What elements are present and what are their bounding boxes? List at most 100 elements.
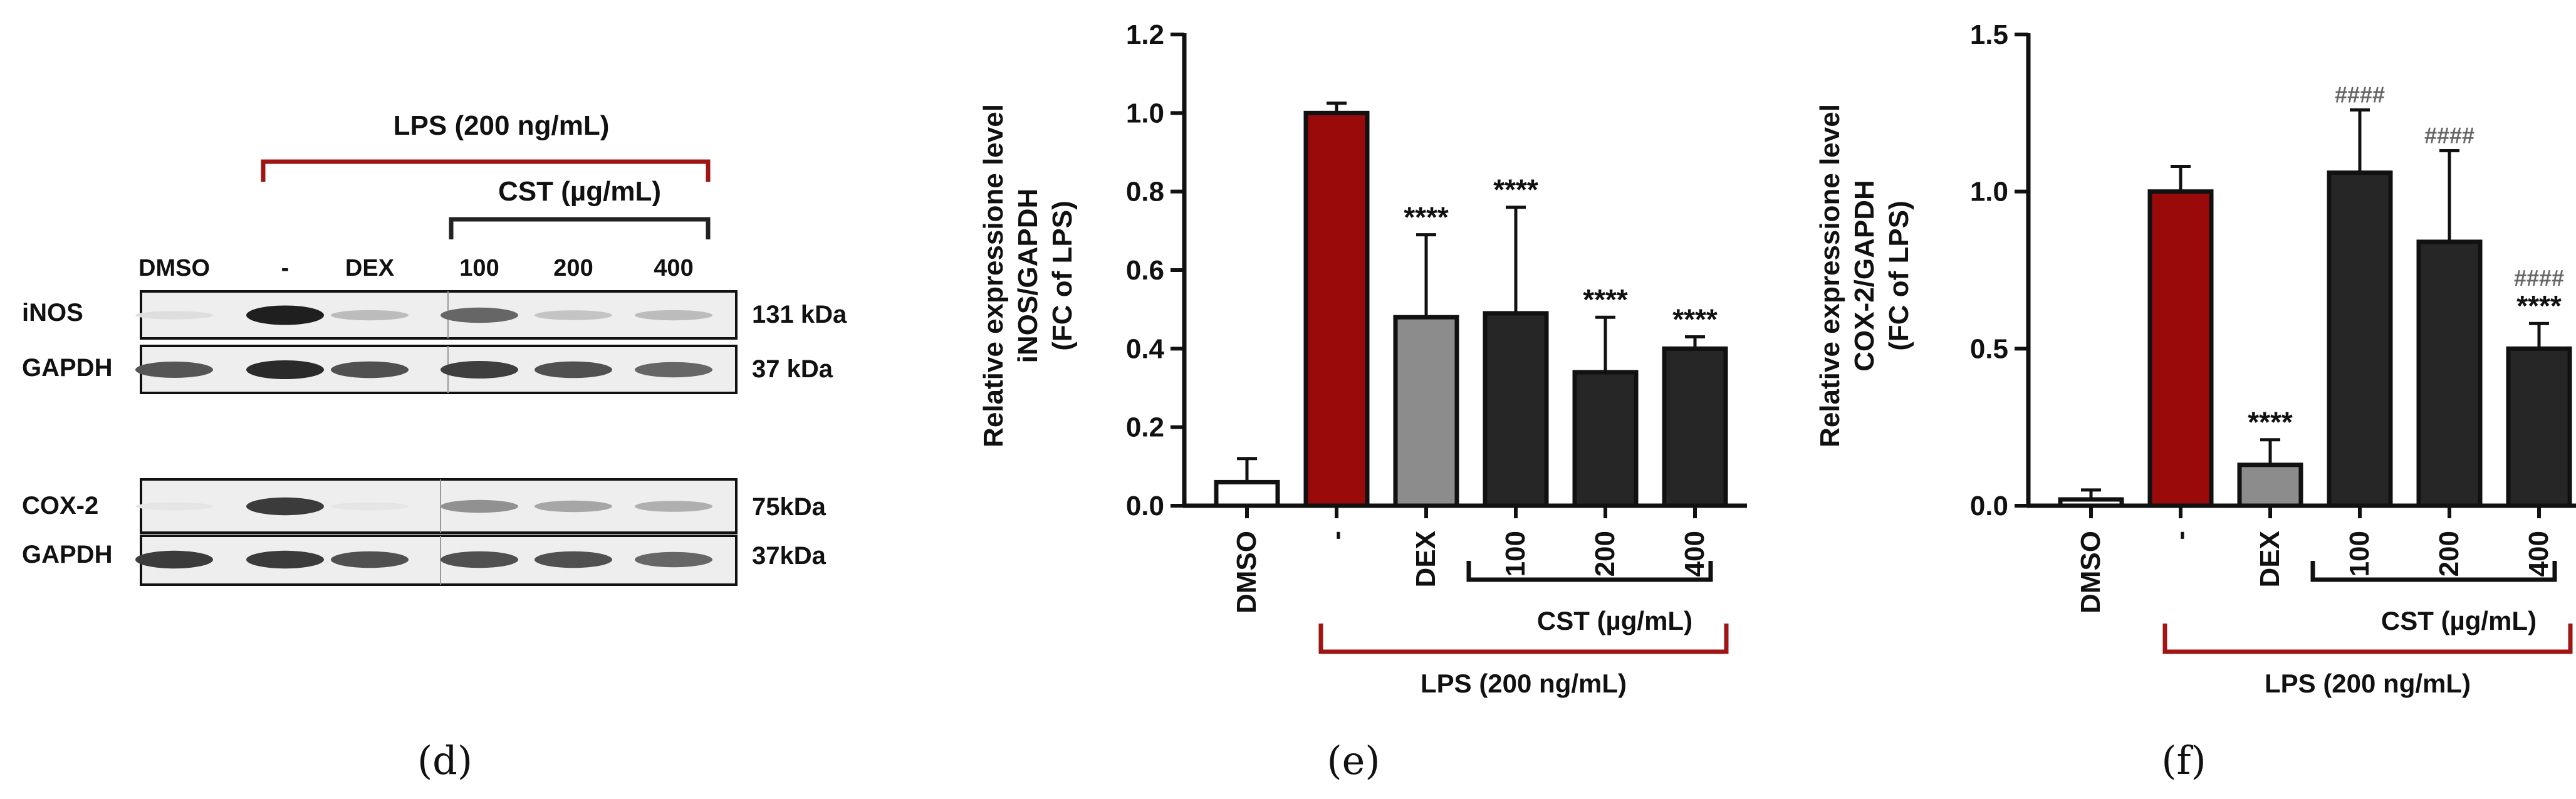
western-blot-panel: LPS (200 ng/mL) CST (µg/mL) DMSO - DEX 1… [22, 110, 847, 783]
y-tick-label: 0.4 [1126, 333, 1165, 364]
bar [2147, 189, 2214, 508]
blot-protein-label: GAPDH [22, 354, 112, 382]
y-tick-label: 0.0 [1970, 491, 2008, 521]
blot-band [441, 551, 518, 568]
lane-label: DEX [345, 255, 395, 281]
blot-band [135, 311, 213, 320]
blot-protein-label: COX-2 [22, 492, 98, 520]
blot-protein-label: iNOS [22, 299, 83, 326]
bar [1393, 315, 1459, 508]
blot-band [441, 499, 518, 513]
bar [1662, 346, 1728, 508]
lps-bracket [2162, 624, 2573, 654]
lps-label: LPS (200 ng/mL) [2265, 669, 2471, 698]
significance-mark: **** [1404, 201, 1449, 234]
blot-rows: iNOS 131 kDa GAPDH 37 kDa COX-2 75kDa GA… [22, 290, 847, 586]
blot-lps-bracket [261, 159, 711, 182]
blot-band [246, 305, 324, 325]
x-tick-label: DMSO [1231, 531, 1262, 614]
y-axis-label: Relative expressione level [1815, 104, 1845, 447]
blot-band [635, 551, 712, 568]
y-axis-label: Relative expressione level [978, 104, 1009, 447]
significance-mark: **** [2248, 406, 2293, 439]
blot-band [331, 551, 409, 568]
bar [1572, 370, 1639, 508]
lane-label: DMSO [138, 255, 210, 281]
y-tick-label: 1.0 [1126, 98, 1164, 128]
blot-band [331, 310, 409, 321]
blot-band [331, 502, 409, 511]
blot-size-label: 37kDa [752, 542, 827, 570]
x-tick-label: 100 [1500, 531, 1531, 577]
blot-band [246, 550, 324, 569]
blot-band [441, 307, 518, 323]
lane-label: 200 [553, 255, 593, 281]
blot-cst-bracket [449, 217, 711, 239]
blot-band [246, 360, 324, 379]
y-axis-label: COX-2/GAPDH [1849, 180, 1880, 372]
lps-bracket [1318, 624, 1729, 654]
x-tick-label: 400 [1679, 531, 1710, 577]
cst-bracket [1466, 561, 1713, 582]
significance-mark: **** [1493, 174, 1538, 206]
blot-lps-label: LPS (200 ng/mL) [394, 110, 610, 141]
y-tick-label: 0.2 [1126, 412, 1164, 443]
bar [2237, 462, 2303, 508]
blot-band [331, 361, 409, 379]
blot-size-label: 37 kDa [752, 355, 833, 383]
cst-label: CST (µg/mL) [2381, 606, 2537, 635]
bar [1214, 479, 1280, 508]
blot-band [246, 497, 324, 516]
y-tick-label: 1.2 [1126, 19, 1164, 50]
y-tick-label: 1.5 [1970, 19, 2008, 50]
significance-mark: **** [1672, 303, 1718, 336]
bar [2327, 170, 2393, 508]
bar [1303, 110, 1370, 508]
lane-label: - [281, 255, 289, 281]
chart-e: 0.0 0.2 0.4 0.6 0.8 1.0 1.2 DMSO - DEX 100 200 400 **… [978, 19, 1747, 783]
y-tick-label: 0.6 [1126, 255, 1164, 286]
bar [1483, 311, 1549, 508]
bar [2506, 346, 2572, 508]
x-tick-label: 200 [2434, 531, 2464, 577]
x-tick-label: 200 [1590, 531, 1620, 577]
significance-mark: #### [2424, 122, 2474, 148]
blot-band [635, 310, 712, 321]
blot-size-label: 131 kDa [752, 301, 847, 328]
panel-label-d: (d) [417, 738, 472, 783]
significance-mark: **** [2516, 290, 2562, 322]
bar [2058, 497, 2124, 508]
blot-size-label: 75kDa [752, 493, 827, 521]
x-tick-label: DEX [1411, 531, 1441, 587]
blot-cst-label: CST (µg/mL) [498, 176, 661, 207]
blot-band [534, 310, 612, 320]
blot-band [135, 502, 213, 511]
bar [2416, 239, 2483, 508]
lps-label: LPS (200 ng/mL) [1421, 669, 1627, 698]
x-tick-label: 100 [2344, 531, 2375, 577]
x-tick-label: DMSO [2075, 531, 2106, 614]
blot-lane-labels: DMSO - DEX 100 200 400 [138, 255, 694, 281]
blot-band [635, 501, 712, 512]
cst-bracket [2310, 561, 2557, 582]
panel-label-e: (e) [1327, 738, 1380, 783]
blot-band [441, 361, 518, 379]
blot-band [534, 500, 612, 513]
cst-label: CST (µg/mL) [1537, 606, 1692, 635]
blot-band [135, 362, 213, 378]
y-tick-label: 0.5 [1970, 333, 2008, 364]
y-axis-label: iNOS/GAPDH [1013, 189, 1043, 363]
x-tick-label: DEX [2255, 531, 2285, 587]
lane-label: 400 [654, 255, 693, 281]
y-axis-label: (FC of LPS) [1047, 201, 1078, 351]
y-axis-label: (FC of LPS) [1884, 201, 1914, 351]
y-tick-label: 1.0 [1970, 177, 2008, 207]
x-tick-label: 400 [2523, 531, 2554, 577]
x-tick-label: - [1321, 531, 1352, 540]
blot-band [534, 361, 612, 379]
lane-label: 100 [459, 255, 499, 281]
x-tick-label: - [2165, 531, 2196, 540]
panel-label-f: (f) [2161, 738, 2206, 783]
